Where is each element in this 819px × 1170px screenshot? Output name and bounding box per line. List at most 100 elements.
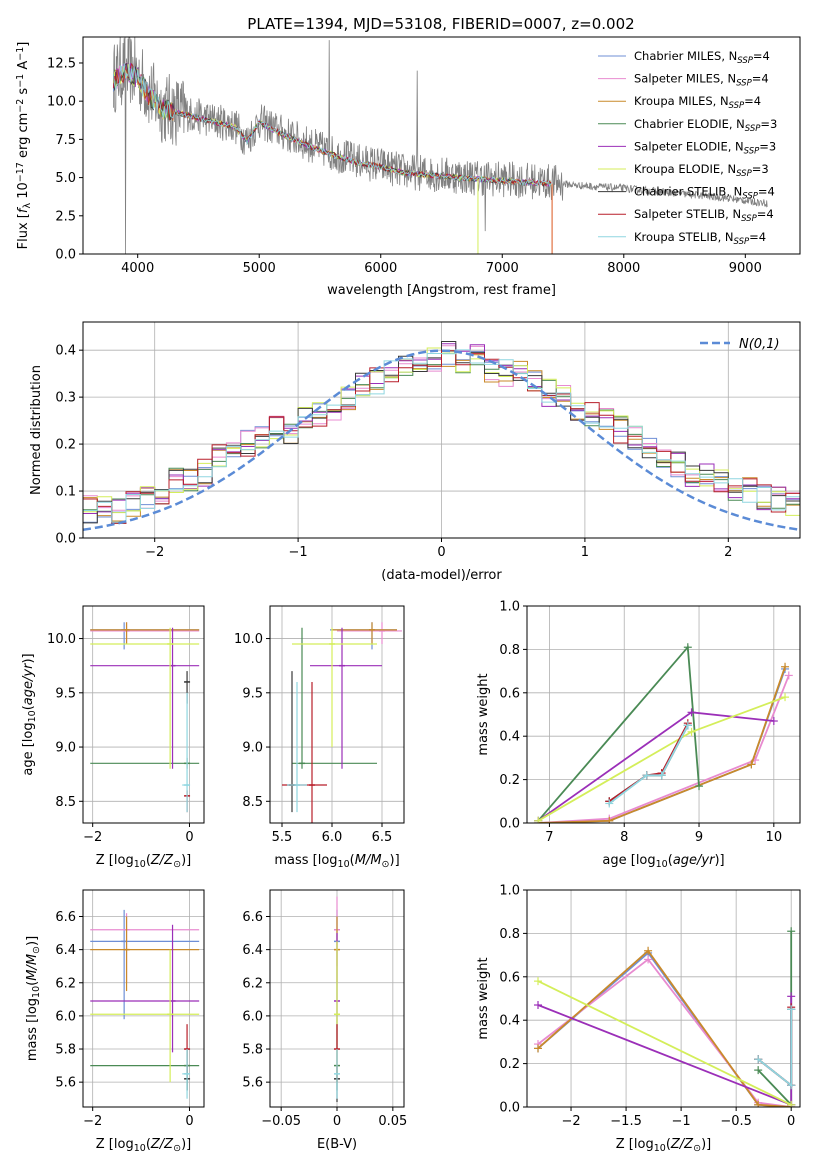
y-tick-label: 0.0 — [499, 817, 520, 832]
y-tick-label: 6.6 — [242, 910, 263, 925]
weight-vs-age-xlabel-part: ) — [714, 853, 719, 868]
x-tick-label: 6.5 — [372, 830, 393, 845]
spectrum-ylabel-part: ] — [16, 42, 31, 47]
x-tick-label: −2 — [145, 545, 164, 560]
y-tick-label: 0.0 — [499, 1101, 520, 1116]
age-vs-Z-ylabel-part: log — [21, 722, 36, 742]
weight-series-line — [537, 980, 792, 1106]
weight-vs-age-axes: 7 8 9 10 0.0 0.2 0.4 0.6 0.8 1.0 — [499, 600, 800, 845]
residuals-ylabel: Normed distribution — [29, 365, 44, 495]
mass-vs-Z-frame — [82, 889, 205, 1108]
x-tick-label: −1 — [289, 545, 308, 560]
y-tick-label: 9.0 — [55, 741, 76, 756]
age-vs-Z-points — [90, 622, 200, 813]
age-vs-Z-ylabel: age [log10(age/yr)] — [21, 653, 38, 775]
weight-vs-age-xlabel-part: ] — [720, 853, 725, 868]
weight-vs-Z-series — [534, 927, 796, 1107]
mass-vs-Z-xlabel-part: ] — [186, 1137, 191, 1152]
legend-value: =4 — [744, 94, 761, 108]
weight-vs-age-ylabel-part: mass weight — [476, 673, 491, 755]
y-tick-label: 1.0 — [499, 600, 520, 615]
y-tick-label: 0.0 — [55, 248, 76, 263]
spectrum-lines — [112, 37, 768, 254]
y-tick-label: 0.3 — [55, 391, 76, 406]
legend-sub: SSP — [742, 191, 758, 201]
y-tick-label: 6.0 — [242, 1009, 263, 1024]
x-tick-label: 7 — [545, 830, 553, 845]
age-vs-mass-xlabel-part: ) — [390, 853, 395, 868]
x-tick-label: 4000 — [121, 261, 154, 276]
y-tick-label: 8.5 — [242, 795, 263, 810]
age-vs-mass-xlabel-part: M/M — [355, 853, 382, 868]
y-tick-label: 0.2 — [499, 1057, 520, 1072]
weight-vs-Z-xlabel-part: Z [ — [616, 1137, 634, 1152]
y-tick-label: 6.4 — [242, 943, 263, 958]
y-tick-label: 6.2 — [55, 976, 76, 991]
weight-series-line — [538, 666, 786, 823]
age-vs-mass-xlabel-part: ( — [350, 853, 355, 868]
y-tick-label: 10.0 — [47, 632, 76, 647]
weight-vs-Z-axes: −2 −1.5 −1 −0.5 0 0.0 0.2 0.4 0.6 0.8 1.0 — [499, 884, 800, 1129]
mass-vs-Z-axes: −2 0 5.6 5.8 6.0 6.2 6.4 6.6 — [55, 890, 204, 1129]
legend-value: =3 — [752, 162, 769, 176]
mass-vs-Z-xlabel-part: 10 — [134, 1143, 146, 1154]
legend-name: Chabrier ELODIE, N — [634, 117, 745, 131]
spectrum-ylabel-part: −1 — [15, 74, 26, 88]
x-tick-label: −2 — [83, 830, 102, 845]
y-tick-label: 10.0 — [234, 632, 263, 647]
age-vs-Z-xlabel-part: 10 — [134, 859, 146, 870]
age-vs-Z-xlabel-part: Z/Z — [150, 853, 174, 868]
age-vs-Z-ylabel-part: age [ — [21, 742, 36, 775]
legend-name: Chabrier STELIB, N — [634, 185, 742, 199]
y-tick-label: 0.1 — [55, 485, 76, 500]
y-tick-label: 0.8 — [499, 927, 520, 942]
legend-sub: SSP — [734, 236, 750, 246]
legend-name: Chabrier MILES, N — [634, 49, 737, 63]
weight-vs-age-xlabel-part: log — [636, 853, 656, 868]
weight-series-line — [608, 724, 689, 805]
y-tick-label: 6.2 — [242, 976, 263, 991]
age-vs-Z-xlabel-part: log — [114, 853, 134, 868]
y-tick-label: 5.8 — [55, 1043, 76, 1058]
model-spectrum-line — [112, 63, 552, 187]
mass-vs-Z-ylabel-part: 10 — [31, 986, 42, 998]
y-tick-label: 0.4 — [55, 344, 76, 359]
weight-series-line — [537, 949, 792, 1107]
legend-sub: SSP — [736, 169, 752, 179]
residuals-frame — [82, 321, 801, 539]
mass-vs-Z-points — [90, 909, 200, 1099]
weight-vs-age-xlabel: age [log10(age/yr)] — [602, 853, 724, 870]
x-tick-label: 0 — [185, 1114, 193, 1129]
mass-vs-Z-xlabel-part: ⊙ — [173, 1143, 181, 1154]
age-vs-mass-points — [282, 622, 402, 823]
residuals-xlabel: (data-model)/error — [381, 568, 502, 583]
age-vs-Z-axes: −2 0 8.5 9.0 9.5 10.0 — [47, 606, 204, 845]
spectrum-ylabel-part: λ — [22, 203, 33, 209]
legend-value: =4 — [758, 185, 775, 199]
x-tick-label: 0 — [333, 1114, 341, 1129]
legend-name: Salpeter ELODIE, N — [634, 139, 744, 153]
age-vs-Z-ylabel-part: ] — [21, 653, 36, 658]
mass-vs-EBV-xlabel-part: E(B-V) — [317, 1137, 357, 1152]
age-vs-mass-xlabel-part: ⊙ — [382, 859, 390, 870]
weight-vs-Z-xlabel-part: ( — [666, 1137, 671, 1152]
weight-vs-age-xlabel-part: age [ — [602, 853, 635, 868]
weight-vs-Z-ylabel-part: mass weight — [476, 957, 491, 1039]
weight-series-line — [537, 958, 792, 1107]
legend-sub: SSP — [745, 123, 761, 133]
x-tick-label: 0.05 — [378, 1114, 407, 1129]
weight-vs-age-xlabel-part: age/yr — [673, 853, 716, 868]
residual-histogram — [83, 341, 800, 524]
age-vs-mass-xlabel-part: log — [318, 853, 338, 868]
age-vs-mass-xlabel-part: mass [ — [274, 853, 317, 868]
legend-name: Kroupa ELODIE, N — [634, 162, 736, 176]
legend-name: Kroupa MILES, N — [634, 94, 729, 108]
y-tick-label: 0.8 — [499, 643, 520, 658]
age-vs-Z-ylabel-part: age/yr — [21, 662, 36, 705]
legend-name: Salpeter MILES, N — [634, 72, 736, 86]
y-tick-label: 0.2 — [499, 773, 520, 788]
mass-vs-Z-xlabel-part: log — [114, 1137, 134, 1152]
mass-vs-Z-ylabel-part: ⊙ — [31, 946, 42, 954]
x-tick-label: −1 — [672, 1114, 691, 1129]
